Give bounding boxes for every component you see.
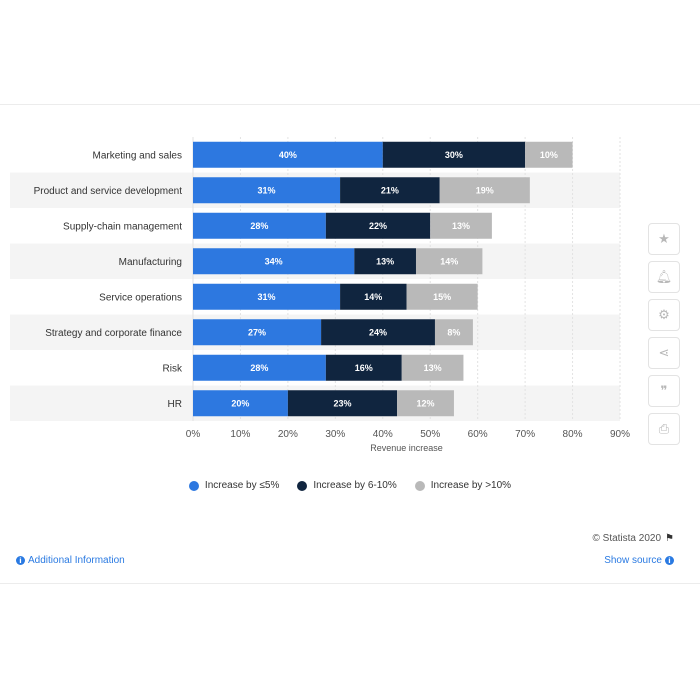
data-label: 28% [250, 221, 268, 231]
x-tick-label: 10% [230, 429, 250, 440]
category-label: Strategy and corporate finance [45, 328, 182, 339]
print-icon[interactable]: ⎙ [648, 413, 680, 445]
bar-segment[interactable] [193, 212, 326, 239]
star-icon[interactable]: ★ [648, 223, 680, 255]
additional-information-link[interactable]: i Additional Information [16, 555, 125, 566]
bar-segment[interactable] [434, 319, 473, 346]
additional-information-label: Additional Information [28, 555, 125, 566]
data-label: 30% [445, 150, 463, 160]
data-label: 31% [258, 185, 276, 195]
gear-icon[interactable]: ⚙ [648, 299, 680, 331]
bell-icon[interactable]: 🔔︎ [648, 261, 680, 293]
x-tick-label: 30% [325, 429, 345, 440]
share-icon[interactable]: ⋖ [648, 337, 680, 369]
bar-segment[interactable] [193, 248, 355, 275]
statista-credit[interactable]: © Statista 2020 ⚑ [593, 533, 675, 544]
category-label: Supply-chain management [63, 221, 182, 232]
x-tick-label: 50% [420, 429, 440, 440]
x-tick-label: 20% [278, 429, 298, 440]
category-label: Product and service development [34, 186, 183, 197]
x-tick-label: 70% [515, 429, 535, 440]
data-label: 31% [258, 292, 276, 302]
legend-label-le5: Increase by ≤5% [204, 480, 280, 491]
data-label: 28% [250, 363, 268, 373]
category-label: Risk [163, 363, 183, 374]
data-label: 21% [381, 185, 399, 195]
bar-segment[interactable] [340, 283, 407, 310]
chart-panel: 40% 30% 10% 31% 21% 19% 28% 22% 13% 34% 13% 14% 31% 1… [0, 104, 700, 584]
side-toolbar: ★ 🔔︎ ⚙ ⋖ ❞ ⎙ [648, 223, 680, 451]
legend-dot-6to10 [297, 480, 308, 491]
legend: Increase by ≤5% Increase by 6-10% Increa… [0, 480, 700, 491]
data-label: 22% [369, 221, 387, 231]
data-label: 19% [476, 185, 494, 195]
x-tick-labels: 0% 10% 20% 30% 40% 50% 60% 70% 80% 90% [186, 429, 630, 440]
data-label: 13% [376, 256, 394, 266]
bar-segment[interactable] [193, 283, 341, 310]
data-label: 12% [416, 398, 434, 408]
bar-segment[interactable] [340, 177, 440, 204]
x-tick-label: 0% [186, 429, 201, 440]
data-label: 40% [279, 150, 297, 160]
bar-segment[interactable] [193, 354, 326, 381]
bar-segment[interactable] [321, 319, 435, 346]
bar-segment[interactable] [193, 141, 383, 168]
legend-label-6to10: Increase by 6-10% [313, 480, 397, 491]
data-label: 10% [540, 150, 558, 160]
data-label: 14% [364, 292, 382, 302]
data-label: 14% [440, 256, 458, 266]
category-label: Service operations [99, 292, 182, 303]
bar-segment[interactable] [325, 212, 431, 239]
chart-svg: 40% 30% 10% 31% 21% 19% 28% 22% 13% 34% 13% 14% 31% 1… [10, 137, 630, 453]
bar-segment[interactable] [397, 390, 454, 417]
data-label: 13% [424, 363, 442, 373]
category-label: Manufacturing [119, 257, 182, 268]
bar-segment[interactable] [382, 141, 526, 168]
show-source-link[interactable]: Show source i [604, 555, 674, 566]
bar-segment[interactable] [525, 141, 573, 168]
bar-segment[interactable] [406, 283, 478, 310]
data-label: 20% [231, 398, 249, 408]
credit-text: © Statista 2020 [592, 533, 662, 544]
flag-icon: ⚑ [665, 533, 674, 544]
bar-segment[interactable] [354, 248, 416, 275]
category-labels: Marketing and sales Product and service d… [34, 150, 183, 410]
bar-segment[interactable] [193, 177, 341, 204]
bars: 40% 30% 10% 31% 21% 19% 28% 22% 13% 34% 13% 14% 31% 1… [193, 141, 573, 417]
data-label: 8% [447, 327, 460, 337]
legend-item-gt10[interactable]: Increase by >10% [414, 480, 512, 491]
legend-dot-le5 [188, 480, 199, 491]
bar-segment[interactable] [325, 354, 402, 381]
x-tick-label: 80% [563, 429, 583, 440]
bar-segment[interactable] [193, 319, 322, 346]
bar-segment[interactable] [439, 177, 530, 204]
info-icon: i [665, 556, 674, 565]
bar-segment[interactable] [430, 212, 492, 239]
x-tick-label: 90% [610, 429, 630, 440]
quote-icon[interactable]: ❞ [648, 375, 680, 407]
data-label: 24% [369, 327, 387, 337]
x-tick-label: 40% [373, 429, 393, 440]
legend-label-gt10: Increase by >10% [430, 480, 512, 491]
legend-item-6to10[interactable]: Increase by 6-10% [297, 480, 397, 491]
category-label: Marketing and sales [93, 150, 183, 161]
bar-segment[interactable] [287, 390, 398, 417]
bar-segment[interactable] [401, 354, 464, 381]
data-label: 23% [333, 398, 351, 408]
bar-segment[interactable] [193, 390, 288, 417]
show-source-label: Show source [604, 555, 662, 566]
legend-dot-gt10 [414, 480, 425, 491]
data-label: 16% [355, 363, 373, 373]
bar-segment[interactable] [415, 248, 483, 275]
data-label: 27% [248, 327, 266, 337]
data-label: 34% [265, 256, 283, 266]
data-label: 13% [452, 221, 470, 231]
data-label: 15% [433, 292, 451, 302]
category-label: HR [168, 399, 182, 410]
info-icon: i [16, 556, 25, 565]
legend-item-le5[interactable]: Increase by ≤5% [188, 480, 280, 491]
x-axis-title: Revenue increase [370, 443, 443, 453]
x-tick-label: 60% [468, 429, 488, 440]
